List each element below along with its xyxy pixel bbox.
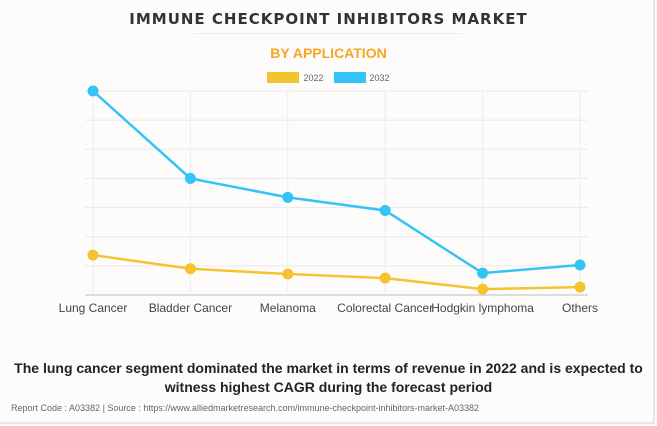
legend-label-2032: 2032 xyxy=(369,72,390,83)
legend-label-2022: 2022 xyxy=(303,72,324,83)
data-point-2032[interactable] xyxy=(87,85,99,97)
data-point-2022[interactable] xyxy=(184,263,196,275)
x-tick-label: Others xyxy=(562,301,598,315)
data-point-2022[interactable] xyxy=(87,249,99,261)
chart-title: IMMUNE CHECKPOINT INHIBITORS MARKET xyxy=(129,10,528,28)
x-tick-label: Hodgkin lymphoma xyxy=(431,301,534,315)
x-tick-label: Melanoma xyxy=(260,301,316,315)
data-point-2032[interactable] xyxy=(184,172,196,184)
x-tick-label: Bladder Cancer xyxy=(149,301,232,315)
gridlines xyxy=(85,90,588,296)
data-point-2032[interactable] xyxy=(574,259,586,271)
data-point-2032[interactable] xyxy=(282,191,294,203)
data-point-2032[interactable] xyxy=(379,204,391,216)
line-chart: Lung Cancer Bladder Cancer Melanoma Colorec… xyxy=(59,85,598,315)
data-point-2022[interactable] xyxy=(574,281,586,293)
data-point-2022[interactable] xyxy=(282,268,294,280)
series-line-2022 xyxy=(92,253,581,291)
legend-item-2032[interactable]: 2032 xyxy=(333,72,390,83)
data-point-2022[interactable] xyxy=(379,272,391,284)
legend-item-2022[interactable]: 2022 xyxy=(267,72,324,83)
x-axis-labels: Lung Cancer Bladder Cancer Melanoma Colorec… xyxy=(59,301,598,315)
series-lines xyxy=(92,90,581,291)
chart-caption: The lung cancer segment dominated the ma… xyxy=(14,360,643,395)
title-divider xyxy=(193,33,463,34)
legend-swatch-2032 xyxy=(333,72,366,83)
source-note: Report Code : A03382 | Source : https://… xyxy=(11,403,480,413)
data-point-2032[interactable] xyxy=(477,267,489,279)
series-line-2032 xyxy=(92,90,581,275)
legend-swatch-2022 xyxy=(267,72,300,83)
series-points xyxy=(87,85,586,295)
chart-subtitle: BY APPLICATION xyxy=(270,45,387,61)
data-point-2022[interactable] xyxy=(477,283,489,295)
x-tick-label: Colorectal Cancer xyxy=(337,301,433,315)
x-tick-label: Lung Cancer xyxy=(59,301,128,315)
legend: 2022 2032 xyxy=(0,72,657,83)
